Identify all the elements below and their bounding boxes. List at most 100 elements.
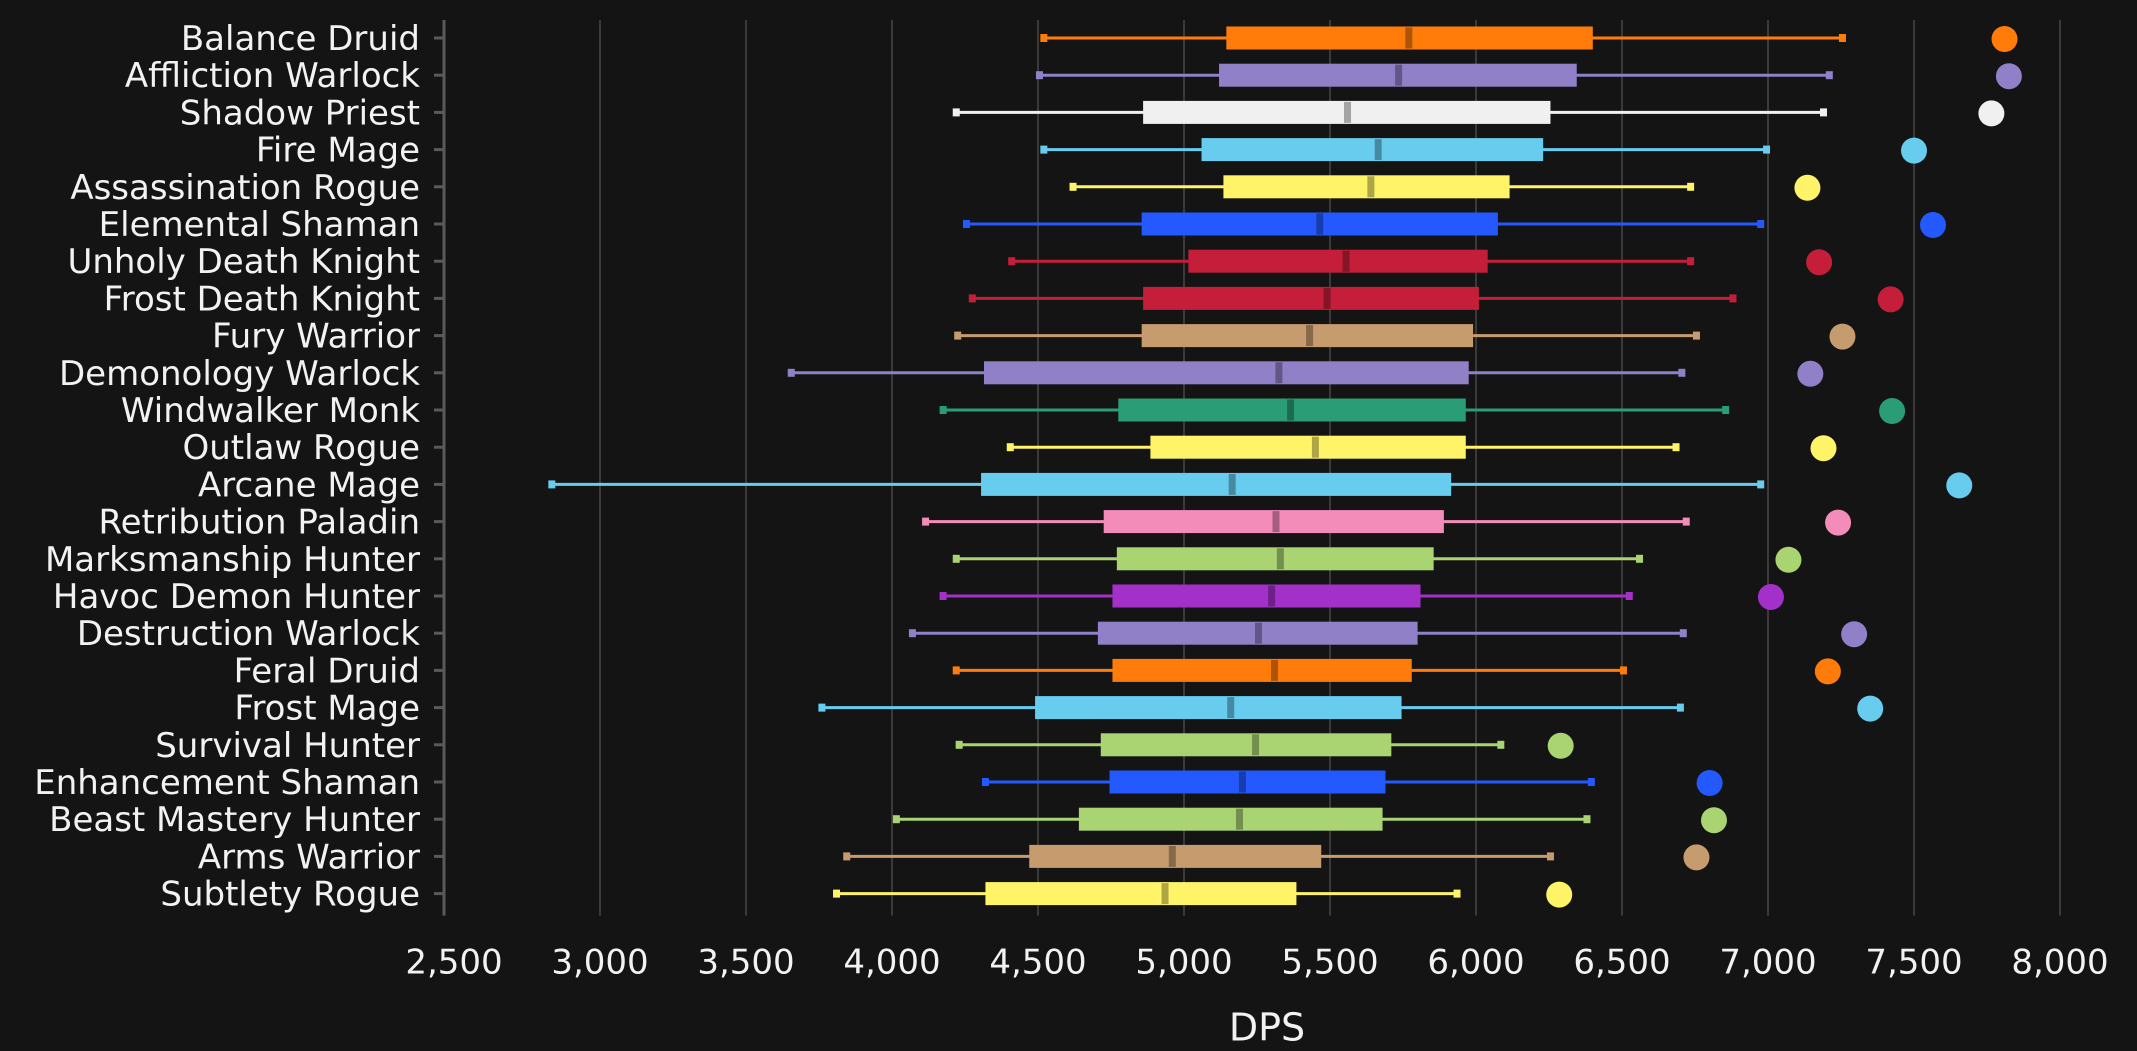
median-marker-destruction-warlock — [1254, 622, 1262, 644]
whisker-max-cap-unholy-death-knight — [1687, 257, 1695, 266]
iqr-box-subtlety-rogue — [985, 882, 1297, 906]
iqr-box-outlaw-rogue — [1150, 435, 1466, 459]
whisker-min-cap-assassination-rogue — [1069, 182, 1077, 191]
median-marker-enhancement-shaman — [1238, 771, 1246, 793]
x-tick-label-5500: 5,500 — [1281, 943, 1378, 983]
x-tick-label-4500: 4,500 — [989, 943, 1086, 983]
max-point-balance-druid — [1991, 26, 2018, 52]
whisker-min-cap-marksmanship-hunter — [952, 554, 960, 563]
max-point-frost-mage — [1857, 695, 1884, 722]
whisker-min-cap-fire-mage — [1040, 145, 1048, 154]
max-point-enhancement-shaman — [1696, 770, 1723, 796]
iqr-box-beast-mastery-hunter — [1078, 807, 1383, 831]
max-point-windwalker-monk — [1879, 398, 1906, 424]
iqr-box-frost-mage — [1035, 696, 1402, 720]
max-point-outlaw-rogue — [1810, 435, 1837, 462]
median-marker-affliction-warlock — [1395, 64, 1403, 86]
x-axis-title: DPS — [1229, 1006, 1305, 1050]
x-tick-label-4000: 4,000 — [843, 943, 940, 983]
iqr-box-marksmanship-hunter — [1116, 547, 1434, 571]
x-tick-label-7500: 7,500 — [1865, 943, 1962, 983]
iqr-box-havoc-demon-hunter — [1112, 584, 1421, 608]
category-label-fury-warrior: Fury Warrior — [212, 317, 420, 357]
max-point-beast-mastery-hunter — [1700, 807, 1727, 834]
max-point-subtlety-rogue — [1546, 881, 1573, 908]
median-marker-windwalker-monk — [1287, 399, 1295, 421]
x-tick-label-3500: 3,500 — [697, 943, 794, 983]
iqr-box-fire-mage — [1201, 138, 1544, 162]
whisker-max-cap-fire-mage — [1763, 145, 1771, 154]
whisker-min-cap-affliction-warlock — [1035, 71, 1043, 80]
whisker-min-cap-frost-death-knight — [968, 294, 976, 303]
max-point-retribution-paladin — [1825, 509, 1852, 536]
iqr-box-frost-death-knight — [1143, 286, 1479, 310]
max-point-feral-druid — [1814, 658, 1841, 685]
iqr-box-balance-druid — [1226, 26, 1593, 50]
whisker-max-cap-affliction-warlock — [1825, 71, 1833, 80]
category-label-arcane-mage: Arcane Mage — [198, 465, 420, 505]
max-point-fire-mage — [1901, 137, 1927, 164]
whisker-max-cap-survival-hunter — [1497, 740, 1505, 749]
category-label-affliction-warlock: Affliction Warlock — [125, 56, 420, 96]
median-marker-survival-hunter — [1252, 734, 1260, 756]
x-tick-label-8000: 8,000 — [2011, 943, 2108, 983]
median-marker-demonology-warlock — [1275, 362, 1283, 384]
median-marker-outlaw-rogue — [1311, 436, 1319, 458]
median-marker-shadow-priest — [1344, 101, 1352, 123]
whisker-max-cap-shadow-priest — [1819, 108, 1827, 117]
max-point-havoc-demon-hunter — [1757, 584, 1784, 610]
whisker-min-cap-demonology-warlock — [787, 368, 795, 377]
whisker-max-cap-beast-mastery-hunter — [1583, 815, 1591, 824]
x-tick-label-5000: 5,000 — [1135, 943, 1232, 983]
whisker-max-cap-balance-druid — [1838, 34, 1846, 42]
category-label-marksmanship-hunter: Marksmanship Hunter — [45, 540, 420, 580]
iqr-box-retribution-paladin — [1103, 510, 1444, 534]
iqr-box-feral-druid — [1112, 658, 1412, 682]
median-marker-subtlety-rogue — [1161, 883, 1169, 905]
whisker-max-cap-outlaw-rogue — [1672, 443, 1680, 452]
iqr-box-survival-hunter — [1100, 733, 1392, 757]
category-label-outlaw-rogue: Outlaw Rogue — [183, 428, 421, 468]
median-marker-fury-warrior — [1306, 325, 1314, 347]
category-label-fire-mage: Fire Mage — [256, 131, 420, 171]
whisker-min-cap-arms-warrior — [843, 852, 851, 861]
whisker-min-cap-elemental-shaman — [962, 220, 970, 228]
max-point-destruction-warlock — [1841, 621, 1868, 648]
whisker-max-cap-elemental-shaman — [1757, 220, 1765, 228]
whisker-max-cap-feral-druid — [1619, 666, 1627, 675]
iqr-box-unholy-death-knight — [1188, 249, 1488, 273]
whisker-max-cap-retribution-paladin — [1682, 517, 1690, 526]
category-label-shadow-priest: Shadow Priest — [180, 93, 420, 133]
median-marker-unholy-death-knight — [1342, 250, 1350, 272]
whisker-min-cap-destruction-warlock — [908, 629, 916, 638]
iqr-box-assassination-rogue — [1223, 175, 1510, 199]
whisker-min-cap-feral-druid — [952, 666, 960, 675]
whisker-max-cap-marksmanship-hunter — [1636, 554, 1644, 563]
iqr-box-fury-warrior — [1141, 324, 1474, 348]
max-point-assassination-rogue — [1794, 174, 1821, 201]
category-label-demonology-warlock: Demonology Warlock — [59, 354, 420, 394]
iqr-box-shadow-priest — [1143, 100, 1551, 124]
box-series — [548, 26, 2022, 908]
category-label-beast-mastery-hunter: Beast Mastery Hunter — [49, 800, 420, 840]
category-label-subtlety-rogue: Subtlety Rogue — [160, 875, 420, 915]
iqr-box-destruction-warlock — [1097, 621, 1418, 645]
x-tick-label-2500: 2,500 — [405, 943, 502, 983]
whisker-max-cap-enhancement-shaman — [1587, 778, 1595, 786]
median-marker-balance-druid — [1405, 27, 1413, 49]
grid-lines — [599, 20, 2061, 916]
median-marker-frost-death-knight — [1323, 287, 1331, 309]
whisker-max-cap-arcane-mage — [1757, 480, 1765, 489]
category-label-destruction-warlock: Destruction Warlock — [77, 614, 420, 654]
x-tick-label-6000: 6,000 — [1427, 943, 1524, 983]
whisker-max-cap-windwalker-monk — [1722, 406, 1730, 414]
whisker-max-cap-demonology-warlock — [1678, 368, 1686, 377]
whisker-min-cap-fury-warrior — [954, 331, 962, 340]
max-point-affliction-warlock — [1995, 63, 2022, 90]
category-label-assassination-rogue: Assassination Rogue — [70, 168, 420, 208]
iqr-box-affliction-warlock — [1219, 63, 1577, 87]
whisker-max-cap-arms-warrior — [1546, 852, 1554, 861]
